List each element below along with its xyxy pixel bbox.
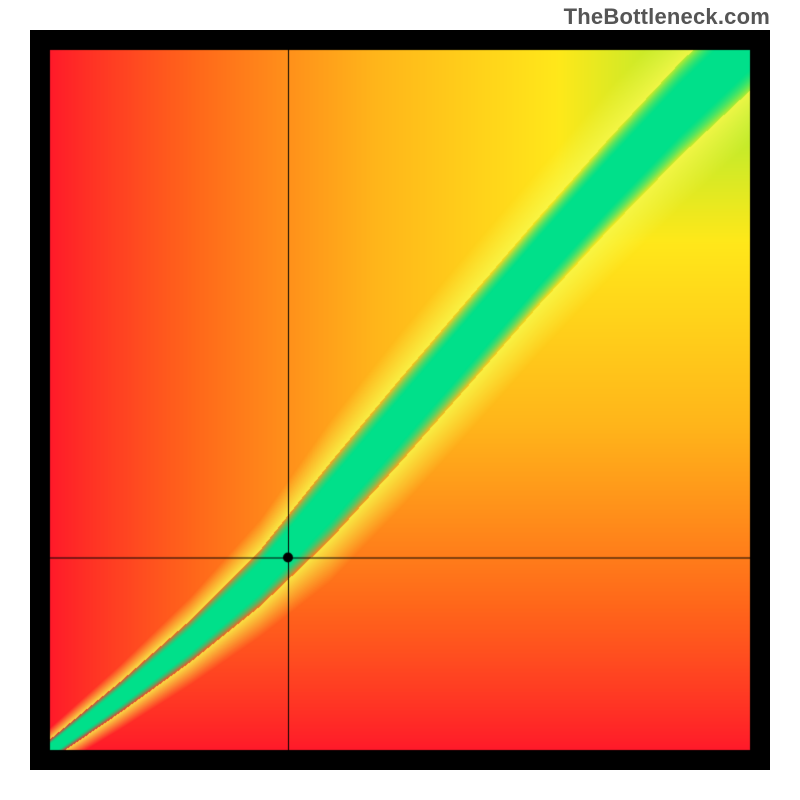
heatmap-canvas [30, 30, 770, 770]
watermark-text: TheBottleneck.com [564, 4, 770, 30]
bottleneck-heatmap [30, 30, 770, 770]
